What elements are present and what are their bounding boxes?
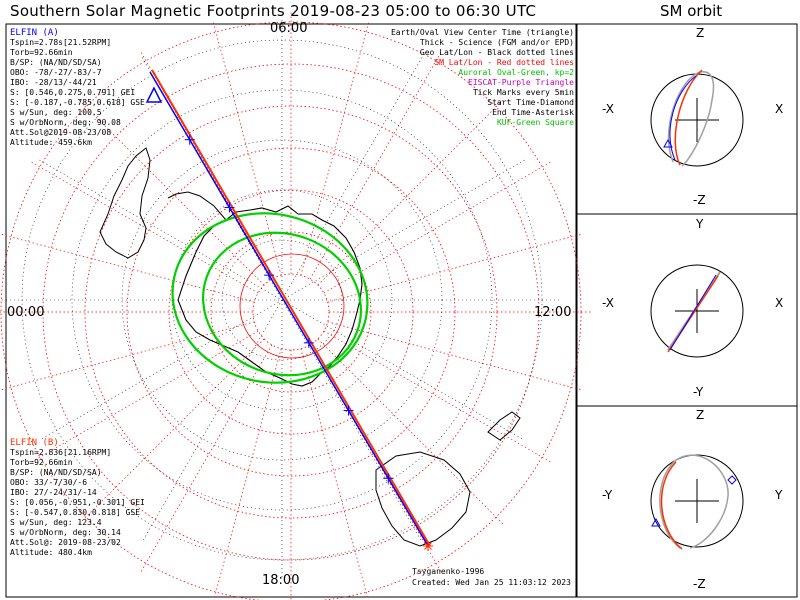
- elfin-a-line: S w/Sun, deg: 100.5: [10, 108, 102, 117]
- orbit1-right-label: X: [775, 102, 784, 116]
- sm-lon-line: [323, 161, 551, 294]
- legend-entry: Auroral Oval-Green, kp=2: [458, 68, 574, 77]
- created-stamp: Created: Wed Jan 25 11:03:12 2023: [412, 578, 571, 587]
- elfin-a-line: S: [0.546,0.275,0.791] GEI: [10, 88, 136, 97]
- auroral-oval-outer: [171, 212, 369, 384]
- orbit3-path-a: [659, 454, 729, 549]
- orbit3-top-label: Z: [696, 408, 705, 422]
- elfin-a-line: Tspin=2.78s[21.52RPM]: [10, 38, 112, 47]
- elfin-b-line: S w/Sun, deg: 123.4: [10, 518, 102, 527]
- legend-entry: Tick Marks every 5min: [472, 88, 574, 97]
- orbit1-left-label: -X: [602, 102, 614, 116]
- elfin-a-line: IBO: -28/13/-44/21: [10, 78, 97, 87]
- orbit1-path-b: [674, 69, 703, 166]
- sm-lon-line: [1, 234, 255, 303]
- orbit1-top-label: Z: [696, 26, 705, 40]
- orbit1-bottom-label: -Z: [693, 193, 706, 207]
- orbit3-diamond: [727, 475, 737, 485]
- elfin-b-line: Altitude: 480.4km: [10, 548, 92, 557]
- orbit1-path-a: [667, 71, 715, 167]
- orbit3-bottom-label: -Z: [693, 577, 706, 591]
- elfin-b-line: S: [0.056,-0.951,-0.301] GEI: [10, 498, 145, 507]
- sm-lon-line: [213, 348, 282, 600]
- elfin-b-line: Tspin=2.836[21.16RPM]: [10, 448, 112, 457]
- geo-lat-circle: [171, 189, 393, 411]
- orbit2-right-label: X: [775, 296, 784, 310]
- end-asterisk: [424, 542, 432, 550]
- sm-lat-circle: [42, 63, 540, 561]
- orbit-title: SM orbit: [660, 2, 723, 20]
- elfin-b-track: [151, 69, 431, 547]
- antarctica-coastline: [177, 205, 363, 387]
- legend-entry: KUF-Green Square: [496, 118, 574, 127]
- elfin-b-line: Torb=92.66min: [10, 458, 73, 467]
- australia-coastline: [375, 451, 471, 547]
- orbit2-left-label: -X: [602, 296, 614, 310]
- orbit2-earth-circle: [650, 264, 744, 358]
- orbit2-top-label: Y: [696, 217, 704, 231]
- chart-title: Southern Solar Magnetic Footprints 2019-…: [10, 2, 537, 20]
- sm-lon-line: [317, 338, 504, 525]
- sm-lat-circle: [210, 231, 372, 393]
- elfin-b-line: Att.Sol@: 2019-08-23/02: [10, 538, 121, 547]
- legend: Earth/Oval View Center Time (triangle) T…: [391, 28, 574, 128]
- elfin-a-line: S w/OrbNorm, deg: 90.08: [10, 118, 121, 127]
- orbit3-triangle: [651, 517, 661, 527]
- time-label-left: 00:00: [7, 305, 45, 320]
- legend-entry: Earth/Oval View Center Time (triangle): [390, 28, 574, 37]
- legend-entry: Geo Lat/Lon - Black dotted lines: [419, 48, 574, 57]
- view-center-triangle: [145, 86, 163, 103]
- sm-lon-line: [323, 330, 551, 463]
- sm-lon-line: [31, 161, 259, 294]
- orbit1-triangle: [663, 138, 673, 148]
- legend-entry: End Time-Asterisk: [492, 108, 574, 117]
- time-label-right: 12:00: [534, 305, 572, 320]
- time-label-bottom: 18:00: [262, 573, 300, 588]
- elfin-a-line: Torb=92.66min: [10, 48, 73, 57]
- elfin-a-header: ELFIN (A): [10, 28, 59, 38]
- new-zealand-coastline: [487, 411, 521, 441]
- map-layer: [0, 12, 591, 600]
- sm-lat-circle: [126, 147, 456, 477]
- south-america-coastline: [99, 147, 151, 259]
- legend-entry: Start Time-Diamond: [487, 98, 574, 107]
- orbit3-path-b: [660, 461, 683, 550]
- geo-lat-circle: [71, 89, 493, 511]
- legend-entry: Thick - Science (FGM and/or EPD): [419, 38, 574, 47]
- auroral-oval-inner: [202, 231, 362, 377]
- geo-lon-line: [39, 159, 525, 441]
- orbit2-bottom-label: -Y: [693, 385, 704, 399]
- elfin-a-line: Att.Sol@2019-08-23/08: [10, 128, 112, 137]
- elfin-a-line: OBO: -78/-27/-83/-7: [10, 68, 102, 77]
- elfin-b-info: ELFIN (B) Tspin=2.836[21.16RPM] Torb=92.…: [10, 438, 145, 558]
- elfin-a-line: Altitude: 459.6km: [10, 138, 92, 147]
- elfin-b-line: S w/OrbNorm, deg: 30.14: [10, 528, 121, 537]
- model-credit: Tsyganenko-1996: [412, 567, 485, 576]
- orbit-layer: [650, 69, 744, 550]
- orbit3-left-label: -Y: [602, 488, 613, 502]
- time-label-top: 06:00: [270, 21, 308, 36]
- antarctic-peninsula: [167, 191, 227, 221]
- elfin-b-line: OBO: 33/-7/30/-6: [10, 478, 88, 487]
- sm-pole-circle: [239, 253, 345, 359]
- elfin-b-line: B/SP: (NA/ND/SD/SA): [10, 468, 102, 477]
- sm-lon-line: [1, 321, 255, 390]
- legend-entry: SM Lat/Lon - Red dotted lines: [434, 58, 574, 67]
- elfin-b-line: IBO: 27/-24/31/-14: [10, 488, 97, 497]
- orbit1-path-c: [669, 75, 697, 161]
- elfin-b-line: S: [-0.547,0.830,0.818] GSE: [10, 508, 141, 517]
- sm-lon-line: [327, 321, 581, 390]
- elfin-a-line: S: [-0.187,-0.785,0.618] GSE: [10, 98, 145, 107]
- elfin-a-info: ELFIN (A) Tspin=2.78s[21.52RPM] Torb=92.…: [10, 28, 145, 148]
- orbit2-path-c: [669, 274, 717, 351]
- elfin-a-track: [149, 71, 429, 547]
- elfin-a-line: B/SP: (NA/ND/SD/SA): [10, 58, 102, 67]
- elfin-b-header: ELFIN (B): [10, 438, 59, 448]
- legend-entry: EISCAT-Purple Triangle: [468, 78, 574, 87]
- orbit3-right-label: Y: [775, 488, 783, 502]
- sm-lon-line: [140, 344, 273, 572]
